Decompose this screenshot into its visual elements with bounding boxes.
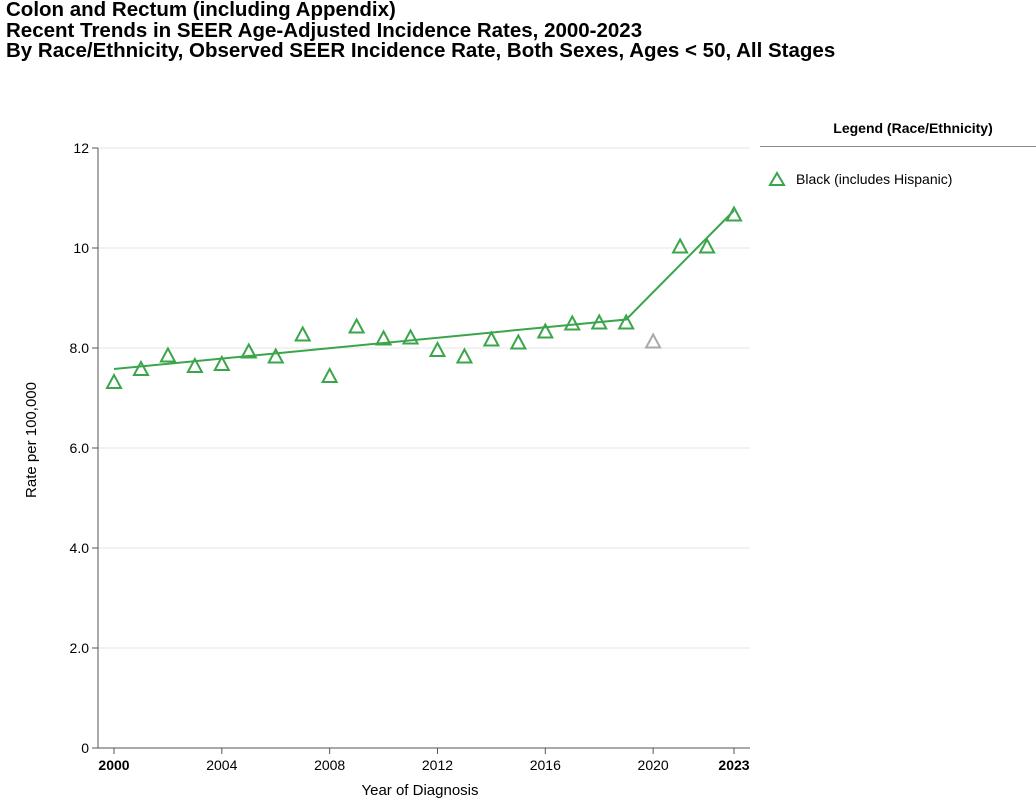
y-tick-label: 2.0: [70, 640, 90, 656]
data-point: [294, 325, 312, 342]
data-point: [536, 322, 554, 339]
data-point: [455, 347, 474, 364]
y-axis-label: Rate per 100,000: [23, 382, 40, 498]
x-tick-label: 2020: [638, 757, 669, 773]
data-point: [213, 354, 231, 371]
data-point: [563, 314, 581, 331]
trend-line: [113, 209, 735, 370]
legend-title: Legend (Race/Ethnicity): [760, 114, 1036, 147]
data-point: [132, 359, 150, 376]
y-tick-label: 8.0: [70, 340, 90, 356]
data-point: [428, 340, 447, 357]
data-point: [590, 313, 608, 330]
x-tick-label: 2004: [206, 757, 237, 773]
data-point: [347, 317, 366, 334]
data-point: [401, 328, 420, 345]
x-tick-label: 2000: [98, 757, 129, 773]
data-point: [509, 333, 528, 350]
y-tick-label: 0: [81, 740, 89, 756]
triangle-marker-icon: [768, 171, 786, 186]
title-line-1: Colon and Rectum (including Appendix): [6, 0, 396, 21]
data-point: [105, 372, 123, 389]
data-point: [240, 342, 258, 359]
chart-title: Colon and Rectum (including Appendix) Re…: [6, 0, 1016, 62]
y-tick-label: 4.0: [70, 540, 90, 556]
y-tick-label: 10: [73, 240, 89, 256]
x-tick-label: 2012: [422, 757, 453, 773]
data-point-excluded: [644, 332, 662, 349]
data-point: [617, 313, 635, 330]
title-line-3: By Race/Ethnicity, Observed SEER Inciden…: [6, 39, 836, 62]
data-point: [267, 347, 285, 364]
data-point: [671, 237, 689, 254]
data-point: [374, 329, 393, 346]
legend-item-black[interactable]: Black (includes Hispanic): [768, 171, 1036, 187]
x-tick-label: 2016: [530, 757, 561, 773]
legend: Legend (Race/Ethnicity) Black (includes …: [760, 114, 1036, 187]
y-tick-label: 6.0: [70, 440, 90, 456]
data-point: [320, 366, 339, 383]
data-point: [186, 356, 204, 373]
y-tick-label: 12: [73, 140, 89, 156]
x-tick-label: 2008: [314, 757, 345, 773]
data-point: [159, 346, 177, 363]
legend-item-label: Black (includes Hispanic): [796, 171, 953, 187]
x-axis-label: Year of Diagnosis: [361, 782, 478, 798]
data-point: [482, 330, 501, 347]
data-point: [725, 205, 743, 222]
data-point: [698, 237, 716, 254]
title-line-2: Recent Trends in SEER Age-Adjusted Incid…: [6, 18, 643, 42]
x-tick-label: 2023: [718, 757, 749, 773]
